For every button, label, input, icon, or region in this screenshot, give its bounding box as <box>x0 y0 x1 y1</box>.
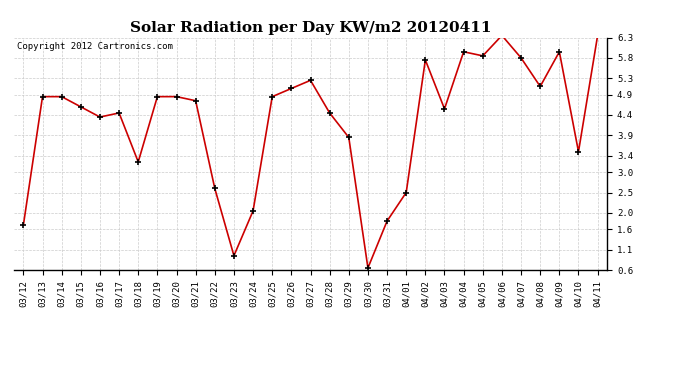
Title: Solar Radiation per Day KW/m2 20120411: Solar Radiation per Day KW/m2 20120411 <box>130 21 491 35</box>
Text: Copyright 2012 Cartronics.com: Copyright 2012 Cartronics.com <box>17 42 172 51</box>
